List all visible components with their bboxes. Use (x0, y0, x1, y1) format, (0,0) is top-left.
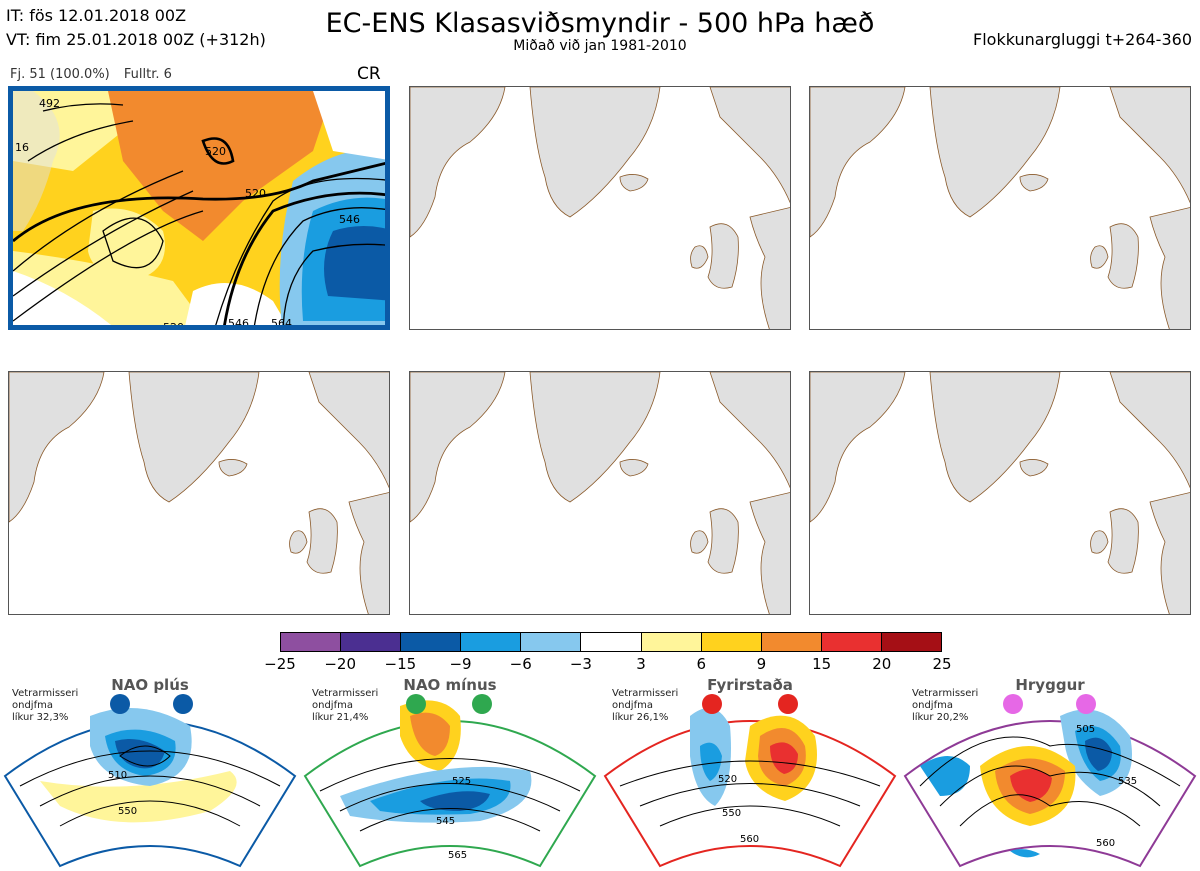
colorbar-cell (461, 633, 522, 651)
regime-note: Vetrarmisseri ondjfma líkur 32,3% (12, 688, 79, 723)
cluster-panel-3[interactable] (809, 86, 1191, 330)
colorbar-tick: 6 (696, 655, 707, 673)
contour-label: 560 (1096, 838, 1115, 849)
colorbar-tick: −3 (569, 655, 592, 673)
regime-blocking[interactable]: 520 550 560 Fyrirstaða Vetrarmisseri ondj… (600, 676, 900, 871)
contour-label: 546 (339, 213, 360, 226)
contour-label: 505 (1076, 724, 1095, 735)
colorbar-tick: −6 (509, 655, 532, 673)
colorbar-cell (881, 633, 942, 651)
cluster-panel-5[interactable] (409, 371, 791, 615)
regime-name: Fyrirstaða (707, 676, 793, 694)
valid-time: VT: fim 25.01.2018 00Z (+312h) (6, 30, 266, 49)
colorbar-tick: 9 (756, 655, 767, 673)
classification-window: Flokkunargluggi t+264-360 (973, 30, 1192, 49)
regime-name: Hryggur (1015, 676, 1085, 694)
colorbar-cell (281, 633, 342, 651)
regime-name: NAO plús (111, 676, 189, 694)
cluster-panel-2[interactable] (409, 86, 791, 330)
regime-map: 520 550 560 (603, 694, 897, 868)
colorbar-tick: 20 (872, 655, 892, 673)
member-count: Fj. 51 (100.0%) (10, 67, 110, 82)
regime-name: NAO mínus (403, 676, 497, 694)
regime-note: Vetrarmisseri ondjfma líkur 26,1% (612, 688, 679, 723)
cluster-panel-1[interactable]: 492 520 520 546 546 564 520 16 (8, 86, 390, 330)
regime-note: Vetrarmisseri ondjfma líkur 20,2% (912, 688, 979, 723)
contour-label: 535 (1118, 776, 1137, 787)
base-map (810, 87, 1190, 329)
contour-label: 16 (15, 141, 29, 154)
initial-time: IT: fös 12.01.2018 00Z (6, 6, 187, 25)
colorbar-cell (521, 633, 582, 651)
page-title: EC-ENS Klasasviðsmyndir - 500 hPa hæð (325, 8, 875, 39)
colorbar-cell (341, 633, 402, 651)
colorbar-tick: −9 (449, 655, 472, 673)
colorbar-tick: −20 (324, 655, 356, 673)
regime-map: 505 535 560 (903, 694, 1197, 868)
contour-label: 560 (740, 834, 759, 845)
colorbar-cell (761, 633, 822, 651)
contour-label: 520 (245, 187, 266, 200)
contour-label: 520 (718, 774, 737, 785)
anomaly-map: 492 520 520 546 546 564 520 16 (13, 91, 385, 330)
regime-code: CR (357, 64, 381, 84)
contour-label: 550 (118, 806, 137, 817)
colorbar-cell (581, 633, 642, 651)
page-subtitle: Miðað við jan 1981-2010 (513, 38, 687, 54)
base-map (410, 372, 790, 614)
regime-ridge[interactable]: 505 535 560 Hryggur Vetrarmisseri ondjfma… (900, 676, 1200, 871)
colorbar-cell (821, 633, 882, 651)
contour-label: 550 (722, 808, 741, 819)
colorbar-cell (641, 633, 702, 651)
cluster-panel-4[interactable] (8, 371, 390, 615)
base-map (9, 372, 389, 614)
contour-label: 564 (271, 317, 292, 330)
anomaly-colorbar (280, 632, 942, 652)
regime-map: 510 550 (3, 694, 297, 868)
cluster-panel-6[interactable] (809, 371, 1191, 615)
regime-nao-minus[interactable]: 525 545 565 NAO mínus Vetrarmisseri ondjf… (300, 676, 600, 871)
contour-label: 546 (228, 317, 249, 330)
regime-nao-plus[interactable]: 510 550 NAO plús Vetrarmisseri ondjfma lík… (0, 676, 300, 871)
colorbar-tick: 15 (812, 655, 832, 673)
colorbar-cell (401, 633, 462, 651)
base-map (410, 87, 790, 329)
contour-label: 520 (205, 145, 226, 158)
panel-info: Fj. 51 (100.0%) Fulltr. 6 (10, 67, 182, 82)
colorbar-cell (701, 633, 762, 651)
colorbar-tick: −15 (384, 655, 417, 673)
contour-label: 565 (448, 850, 467, 861)
regime-map: 525 545 565 (303, 694, 597, 868)
colorbar-tick: −25 (264, 655, 296, 673)
contour-label: 520 (163, 321, 184, 330)
representative-member: Fulltr. 6 (123, 67, 172, 82)
contour-label: 510 (108, 770, 127, 781)
contour-label: 492 (39, 97, 60, 110)
contour-label: 545 (436, 816, 455, 827)
base-map (810, 372, 1190, 614)
colorbar-tick: 25 (932, 655, 952, 673)
regime-note: Vetrarmisseri ondjfma líkur 21,4% (312, 688, 379, 723)
colorbar-tick: 3 (636, 655, 646, 673)
contour-label: 525 (452, 776, 471, 787)
